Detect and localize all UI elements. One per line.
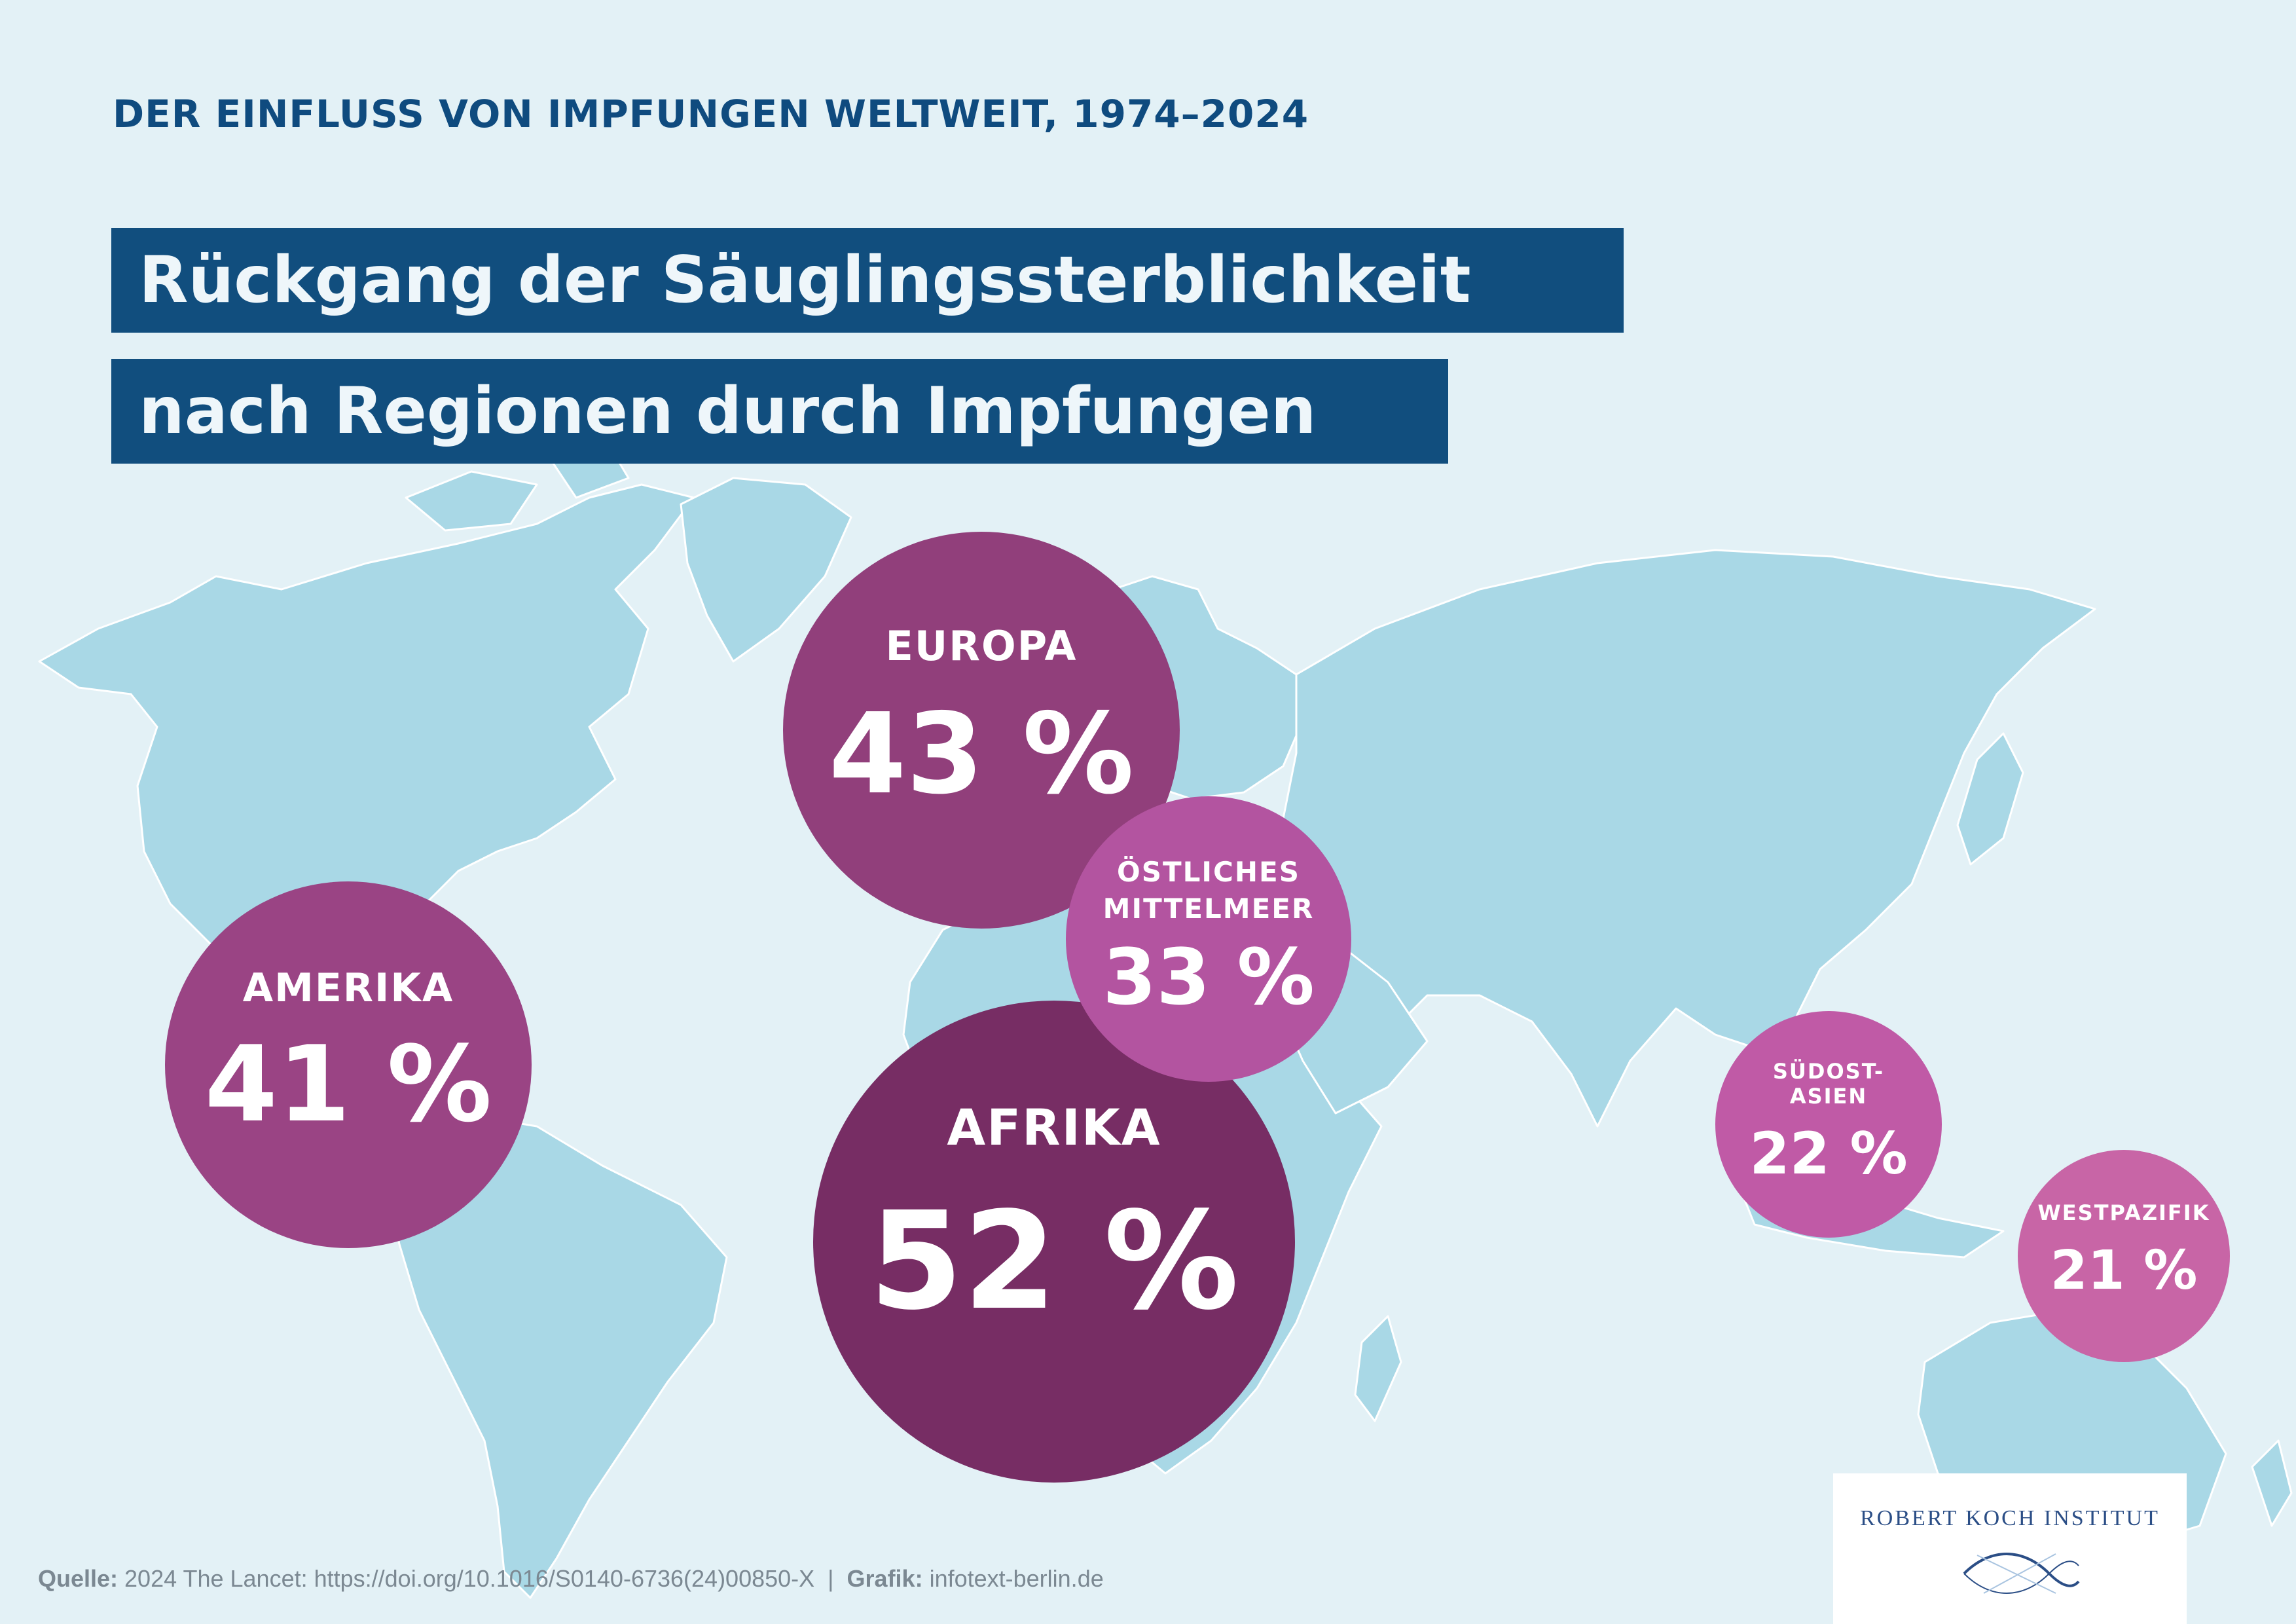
region-value: 43 %	[828, 689, 1135, 819]
new-zealand-shape	[2251, 1439, 2293, 1527]
region-value: 21 %	[2050, 1239, 2198, 1302]
rki-logo-text: ROBERT KOCH INSTITUT	[1860, 1506, 2160, 1530]
rki-logo-box: ROBERT KOCH INSTITUT	[1833, 1473, 2187, 1624]
region-bubble-suedostasien: SÜDOST- ASIEN 22 %	[1715, 1011, 1942, 1238]
title-line-2: nach Regionen durch Impfungen	[111, 359, 1448, 464]
graphic-label: Grafik:	[847, 1565, 923, 1592]
region-name: AMERIKA	[242, 965, 454, 1011]
title-line-1: Rückgang der Säuglingssterblichkeit	[111, 228, 1624, 333]
south-america-shape	[385, 1112, 728, 1599]
greenland-shape	[680, 477, 852, 663]
madagascar-shape	[1354, 1315, 1402, 1422]
region-name-line-1: SÜDOST-	[1772, 1058, 1885, 1084]
region-name: WESTPAZIFIK	[2037, 1200, 2210, 1225]
region-name-line-2: MITTELMEER	[1102, 893, 1315, 925]
japan-shape	[1956, 732, 2024, 866]
source-credit: Quelle: 2024 The Lancet: https://doi.org…	[38, 1565, 1104, 1593]
region-bubble-oestliches-mittelmeer: ÖSTLICHES MITTELMEER 33 %	[1066, 796, 1351, 1082]
region-name: EUROPA	[885, 621, 1078, 670]
region-name-line-2: ASIEN	[1789, 1083, 1868, 1109]
source-text: 2024 The Lancet: https://doi.org/10.1016…	[118, 1565, 847, 1592]
rki-helix-icon	[1963, 1553, 2080, 1594]
region-value: 22 %	[1749, 1119, 1908, 1187]
graphic-text: infotext-berlin.de	[922, 1565, 1104, 1592]
region-bubble-amerika: AMERIKA 41 %	[165, 881, 532, 1248]
region-value: 41 %	[204, 1022, 492, 1145]
region-name-line-1: ÖSTLICHES	[1117, 856, 1300, 888]
north-america-shape	[38, 483, 695, 1128]
region-value: 52 %	[869, 1182, 1239, 1340]
region-name: AFRIKA	[947, 1098, 1161, 1156]
region-value: 33 %	[1102, 932, 1315, 1022]
kicker-heading: DER EINFLUSS VON IMPFUNGEN WELTWEIT, 197…	[113, 92, 1309, 136]
source-label: Quelle:	[38, 1565, 118, 1592]
region-bubble-westpazifik: WESTPAZIFIK 21 %	[2018, 1150, 2230, 1362]
